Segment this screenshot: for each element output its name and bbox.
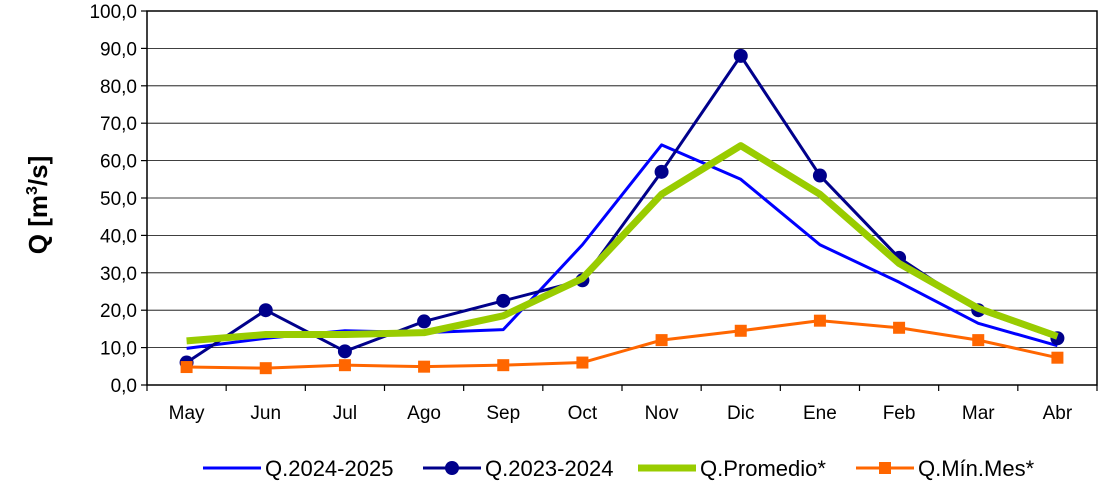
y-axis-ticks: 0,0 10,0 20,0 30,0 40,0 50,0 60,0 70,0 80,0 90,0 1… xyxy=(89,2,147,397)
data-point-square xyxy=(734,324,747,337)
data-point-circle xyxy=(417,314,432,329)
data-point-square xyxy=(418,360,431,373)
data-point-circle xyxy=(733,48,748,63)
x-tick-label: Oct xyxy=(568,403,598,424)
series-line xyxy=(186,142,1059,345)
x-tick-label: Nov xyxy=(645,403,679,424)
x-tick-label: Ene xyxy=(803,403,837,424)
x-tick-label: May xyxy=(169,403,205,424)
gridlines xyxy=(147,48,1097,349)
x-tick-label: Mar xyxy=(962,403,995,424)
legend-label: Q.Promedio* xyxy=(700,456,826,481)
data-point-circle xyxy=(654,164,669,179)
x-tick-label: Jun xyxy=(250,403,281,424)
data-point-square xyxy=(893,321,906,334)
y-axis-label-main: Q [m xyxy=(23,195,53,254)
data-point-circle xyxy=(258,303,273,318)
data-point-square xyxy=(813,314,826,327)
legend: Q.2024-2025 Q.2023-2024 Q.Promedio* Q.Mín.M… xyxy=(203,456,1035,481)
series-line xyxy=(186,319,1058,370)
y-tick-label: 90,0 xyxy=(100,39,137,60)
series-line xyxy=(186,143,1058,350)
x-tick-label: Ago xyxy=(407,403,441,424)
x-tick-label: Dic xyxy=(727,403,754,424)
legend-label: Q.2023-2024 xyxy=(485,456,613,481)
y-axis-label-superscript: 3 xyxy=(24,186,41,195)
legend-marker-circle xyxy=(445,461,459,475)
y-axis-label-end: /s] xyxy=(23,156,53,186)
data-point-circle xyxy=(496,293,511,308)
y-tick-label: 30,0 xyxy=(100,264,137,285)
y-tick-label: 40,0 xyxy=(100,226,137,247)
legend-label: Q.2024-2025 xyxy=(265,456,393,481)
y-tick-label: 0,0 xyxy=(111,376,137,397)
x-tick-label: Sep xyxy=(486,403,520,424)
y-axis-label: Q [m3/s] xyxy=(23,156,53,254)
y-tick-label: 100,0 xyxy=(89,2,137,23)
data-point-square xyxy=(497,359,510,372)
data-point-circle xyxy=(337,344,352,359)
legend-marker-square xyxy=(879,462,891,474)
data-point-square xyxy=(259,362,272,375)
x-tick-label: Abr xyxy=(1043,403,1073,424)
y-tick-label: 70,0 xyxy=(100,114,137,135)
y-tick-label: 60,0 xyxy=(100,152,137,173)
data-point-square xyxy=(576,356,589,369)
data-point-square xyxy=(338,359,351,372)
data-point-square xyxy=(180,361,193,374)
series-lines xyxy=(179,48,1065,375)
y-tick-label: 50,0 xyxy=(100,189,137,210)
y-tick-label: 80,0 xyxy=(100,77,137,98)
data-point-square xyxy=(972,334,985,347)
legend-label: Q.Mín.Mes* xyxy=(918,456,1035,481)
x-tick-label: Feb xyxy=(883,403,916,424)
series-line xyxy=(185,54,1058,364)
x-tick-label: Jul xyxy=(333,403,357,424)
data-point-square xyxy=(1051,351,1064,364)
y-tick-label: 20,0 xyxy=(100,301,137,322)
y-tick-label: 10,0 xyxy=(100,339,137,360)
x-axis-ticks: May Jun Jul Ago Sep Oct Nov Dic Ene Feb Mar Abr xyxy=(146,385,1098,424)
data-point-square xyxy=(655,334,668,347)
data-point-circle xyxy=(812,168,827,183)
